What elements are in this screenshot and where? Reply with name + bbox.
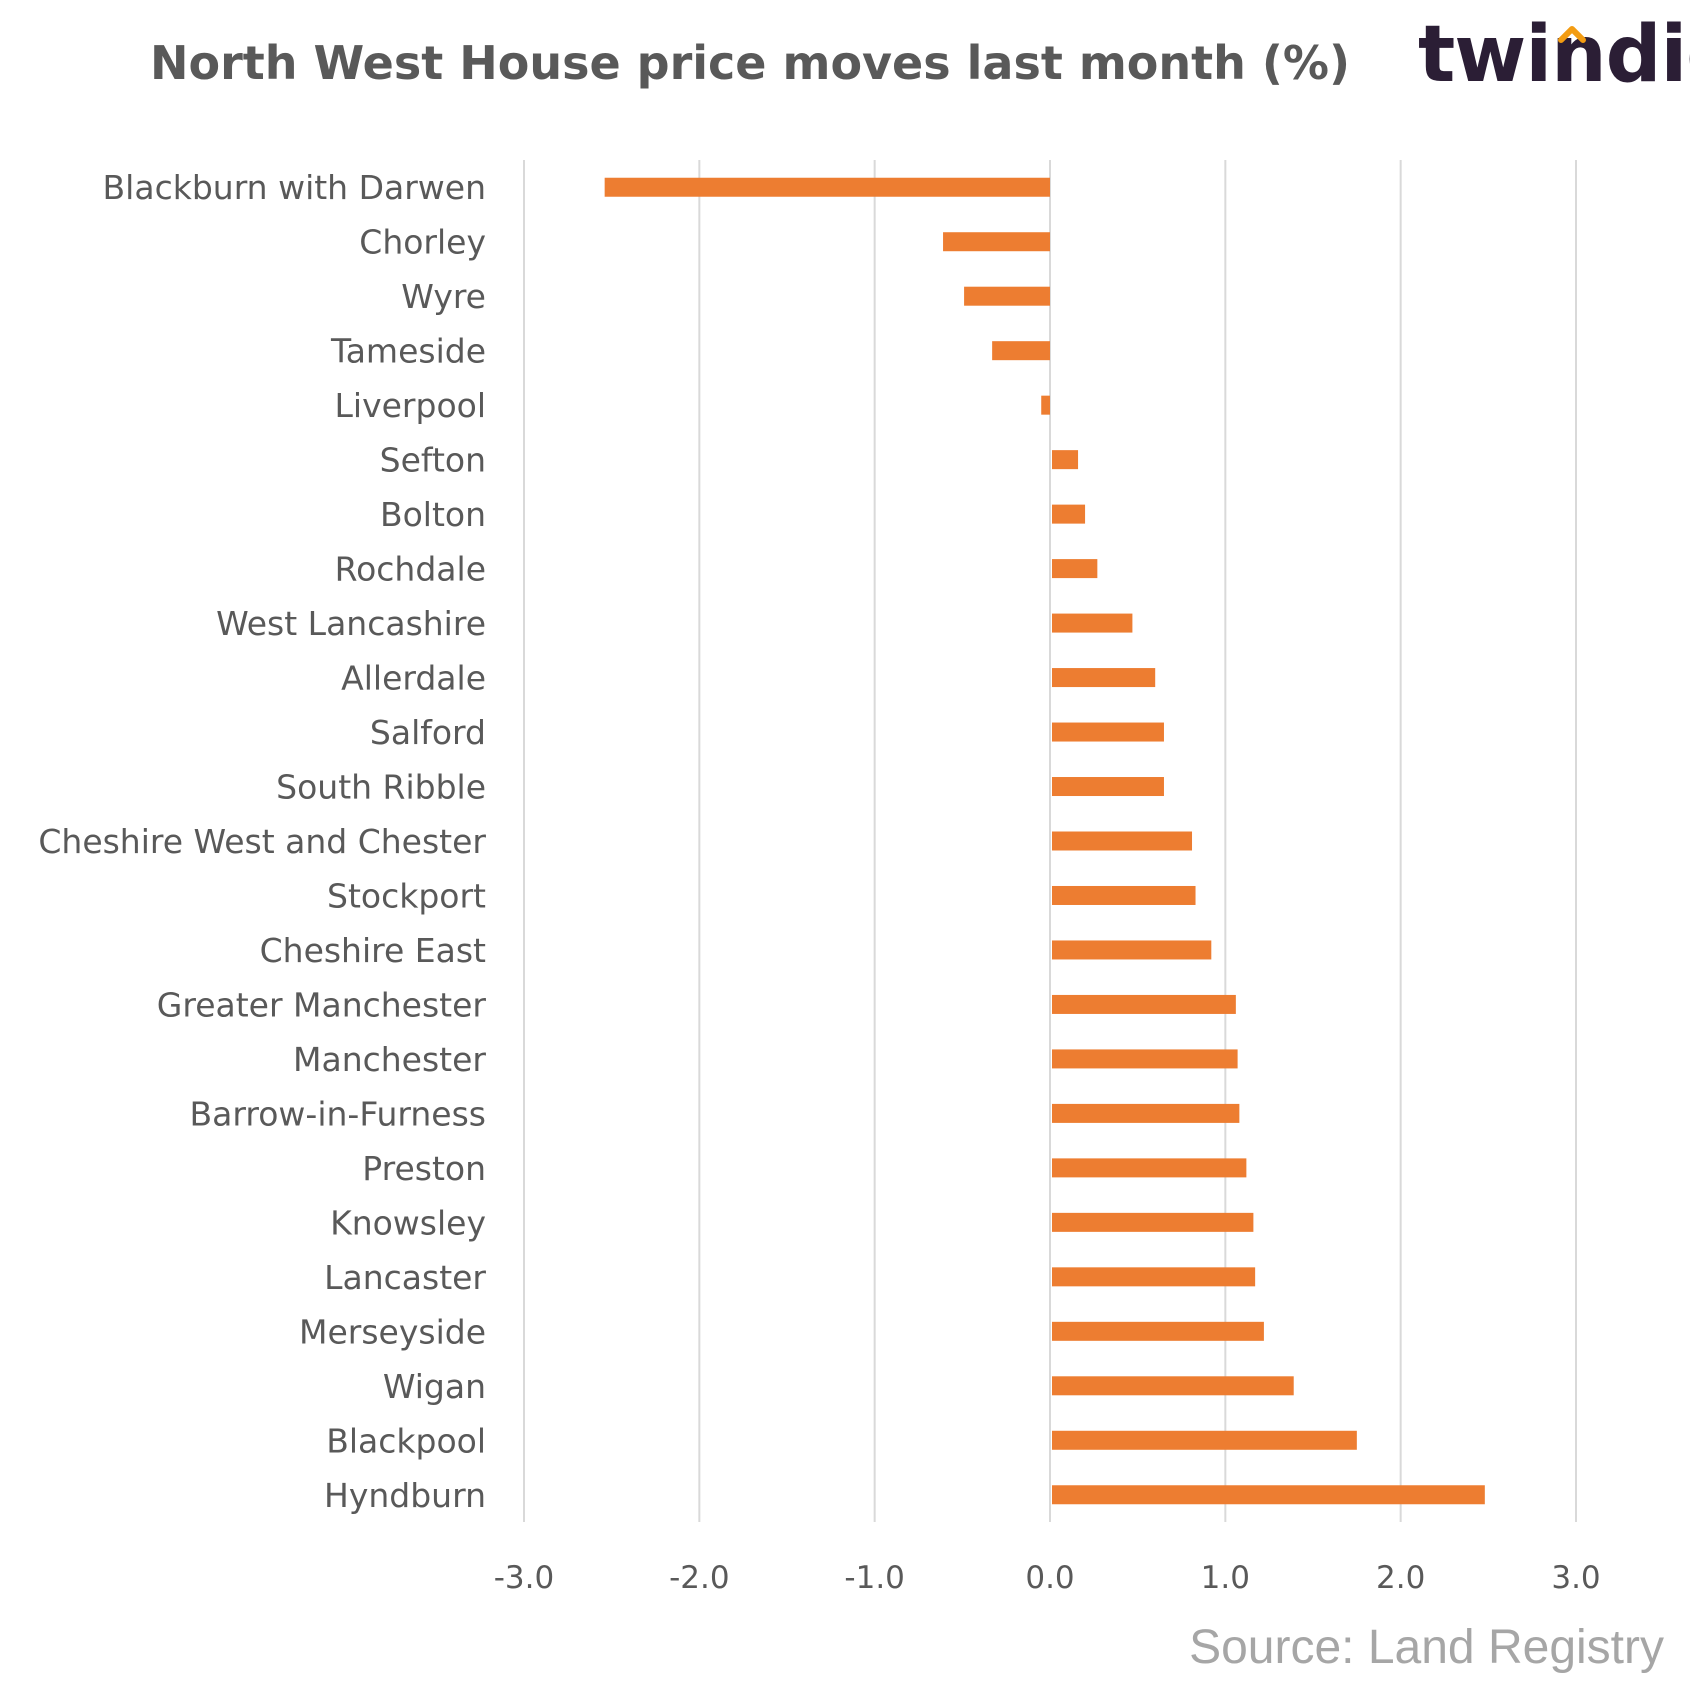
category-label: Wigan bbox=[383, 1367, 486, 1406]
bar bbox=[943, 232, 1050, 252]
bar bbox=[1052, 1430, 1357, 1450]
bar bbox=[992, 341, 1050, 361]
bar bbox=[1052, 994, 1236, 1014]
source-note: Source: Land Registry bbox=[1189, 1621, 1664, 1674]
bar bbox=[1052, 885, 1196, 905]
category-label: Cheshire West and Chester bbox=[38, 822, 486, 861]
category-label: Cheshire East bbox=[260, 931, 486, 970]
category-label: South Ribble bbox=[276, 768, 486, 807]
category-label: Lancaster bbox=[324, 1258, 486, 1297]
twindig-logo: twindig bbox=[1418, 10, 1690, 120]
bar bbox=[1052, 504, 1086, 524]
bar bbox=[1052, 450, 1079, 470]
bar bbox=[1052, 1485, 1485, 1505]
logo-text: twindig bbox=[1418, 10, 1690, 100]
category-label: Stockport bbox=[327, 876, 486, 915]
bar bbox=[1052, 831, 1193, 851]
category-label: Rochdale bbox=[335, 550, 486, 589]
category-label: Merseyside bbox=[299, 1312, 486, 1351]
category-label: Bolton bbox=[380, 495, 486, 534]
bar bbox=[1052, 613, 1133, 633]
category-label: West Lancashire bbox=[216, 604, 486, 643]
x-tick-label: 0.0 bbox=[1025, 1560, 1074, 1596]
logo-roof-icon bbox=[1558, 26, 1586, 43]
category-label: Greater Manchester bbox=[157, 985, 487, 1024]
x-tick-label: 1.0 bbox=[1201, 1560, 1250, 1596]
category-label: Salford bbox=[370, 713, 486, 752]
bar bbox=[964, 286, 1050, 306]
category-label: Tameside bbox=[330, 332, 486, 371]
bar bbox=[1041, 395, 1050, 415]
category-label: Knowsley bbox=[330, 1203, 486, 1242]
x-tick-label: -1.0 bbox=[844, 1560, 905, 1596]
bar bbox=[1052, 1049, 1238, 1069]
category-label: Wyre bbox=[401, 277, 486, 316]
bar bbox=[1052, 722, 1164, 742]
category-label: Liverpool bbox=[335, 386, 486, 425]
bar bbox=[1052, 1267, 1256, 1287]
bar bbox=[1052, 1103, 1240, 1123]
bar bbox=[1052, 1212, 1254, 1232]
x-tick-label: 3.0 bbox=[1551, 1560, 1600, 1596]
x-tick-label: -2.0 bbox=[669, 1560, 730, 1596]
chart-title: North West House price moves last month … bbox=[150, 36, 1350, 90]
category-label: Hyndburn bbox=[324, 1476, 486, 1515]
category-label: Allerdale bbox=[341, 659, 486, 698]
bar bbox=[1052, 777, 1164, 797]
category-label: Blackpool bbox=[326, 1421, 486, 1460]
category-label: Blackburn with Darwen bbox=[103, 168, 486, 207]
bar bbox=[1052, 940, 1212, 960]
x-tick-label: -3.0 bbox=[494, 1560, 555, 1596]
bar bbox=[1052, 1321, 1264, 1341]
bar bbox=[1052, 559, 1098, 579]
bar bbox=[604, 177, 1050, 197]
x-tick-label: 2.0 bbox=[1376, 1560, 1425, 1596]
category-label: Preston bbox=[362, 1149, 486, 1188]
category-label: Manchester bbox=[293, 1040, 486, 1079]
category-label: Chorley bbox=[359, 223, 486, 262]
bar bbox=[1052, 1376, 1294, 1396]
category-label: Sefton bbox=[380, 441, 486, 480]
bar bbox=[1052, 1158, 1247, 1178]
bar bbox=[1052, 668, 1156, 688]
category-label: Barrow-in-Furness bbox=[190, 1094, 486, 1133]
